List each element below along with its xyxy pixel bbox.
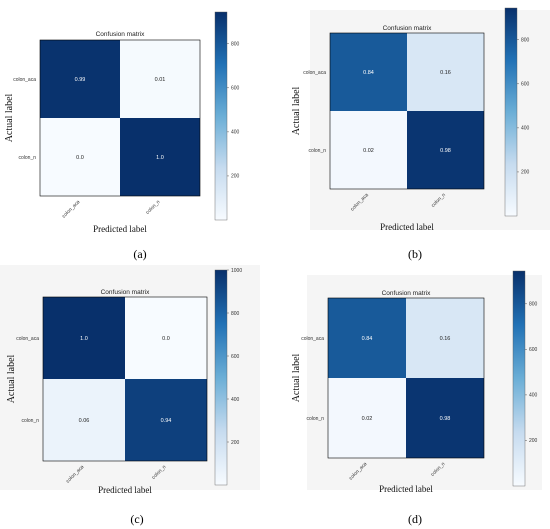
colorbar-tick-label-c-1: 400 [231,397,240,403]
y-axis-label: Actual label [291,353,302,402]
colorbar-tick-label-d-3: 800 [529,302,538,308]
colorbar-tick-label-d-2: 600 [529,347,538,353]
cell-value-a-0-1: 0.01 [155,77,166,83]
confusion-matrix-d: Confusion matrix 0.84 0.16 0.02 0.98 colon_ac… [291,270,542,494]
colorbar [214,11,228,221]
cell-c-1-1 [125,379,207,461]
cell-value-d-1-0: 0.02 [362,416,373,422]
row-tick-label-b-0: colon_aca [303,70,326,76]
confusion-matrix-c: Confusion matrix 1.0 0.0 0.06 0.94 colon_acac… [0,265,260,495]
colorbar [214,269,228,486]
colorbar-tick-label-b-1: 400 [521,126,530,132]
row-tick-label-a-1: colon_n [18,155,36,161]
col-tick-label-a-0: colon_aca [61,199,82,220]
chart-panel-b: Confusion matrix 0.84 0.16 0.02 0.98 colon_ac… [285,0,550,240]
cell-value-d-0-1: 0.16 [440,336,451,342]
chart-title: Confusion matrix [96,31,146,38]
row-tick-label-a-0: colon_aca [13,77,36,83]
matrix-frame [39,39,201,197]
cell-c-1-0 [43,379,125,461]
caption-c: (c) [130,512,144,526]
colorbar-tick-label-b-2: 600 [521,82,530,88]
cell-b-0-1 [407,33,484,111]
x-axis-label: Predicted label [380,222,434,232]
caption-b: (b) [408,247,422,261]
cell-value-d-1-1: 0.98 [440,416,451,422]
chart-title: Confusion matrix [383,25,433,32]
cell-value-a-1-1: 1.0 [156,155,164,161]
cell-a-1-0 [40,118,120,196]
row-tick-label-c-0: colon_aca [16,336,39,342]
cell-a-1-1 [120,118,200,196]
confusion-matrix-b: Confusion matrix 0.84 0.16 0.02 0.98 colon_ac… [291,7,550,232]
cell-value-c-1-0: 0.06 [79,418,90,424]
colorbar [504,7,518,217]
chart-title: Confusion matrix [101,289,151,296]
x-axis-label: Predicted label [98,485,152,495]
colorbar-tick-label-a-1: 400 [231,130,240,136]
cell-b-1-1 [407,111,484,189]
cell-value-c-1-1: 0.94 [161,418,172,424]
matrix-frame [329,32,485,190]
colorbar-tick-label-d-1: 400 [529,393,538,399]
cell-d-1-1 [406,378,484,458]
caption-d: (d) [408,512,422,526]
colorbar [512,270,526,487]
cell-d-1-0 [328,378,406,458]
y-axis-label: Actual label [4,93,15,142]
cell-value-b-0-1: 0.16 [440,70,451,76]
row-tick-label-d-1: colon_n [306,416,324,422]
cell-c-0-1 [125,297,207,379]
matrix-frame [42,296,208,462]
chart-panel-d: Confusion matrix 0.84 0.16 0.02 0.98 colon_ac… [285,265,550,495]
cell-value-a-1-0: 0.0 [76,155,84,161]
cell-value-c-0-1: 0.0 [162,336,170,342]
col-tick-label-a-1: colon_n [145,199,162,216]
colorbar-tick-label-a-0: 200 [231,174,240,180]
caption-a: (a) [133,247,147,261]
cell-d-0-0 [328,298,406,378]
cell-b-1-0 [330,111,407,189]
cell-value-b-0-0: 0.84 [363,70,374,76]
row-tick-label-b-1: colon_n [308,148,326,154]
colorbar-tick-label-c-4: 1000 [231,268,242,274]
chart-title: Confusion matrix [382,290,432,297]
row-tick-label-c-1: colon_n [21,418,39,424]
colorbar-tick-label-c-2: 600 [231,354,240,360]
x-axis-label: Predicted label [379,484,433,494]
chart-panel-a: Confusion matrix 0.99 0.01 0.0 1.0 colon_aca c… [0,0,260,240]
colorbar-tick-label-a-2: 600 [231,86,240,92]
matrix-frame [327,297,485,459]
cell-value-b-1-1: 0.98 [440,148,451,154]
cell-a-0-1 [120,40,200,118]
cell-c-0-0 [43,297,125,379]
colorbar-tick-label-b-0: 200 [521,170,530,176]
colorbar-tick-label-d-0: 200 [529,438,538,444]
colorbar-tick-label-a-3: 800 [231,42,240,48]
colorbar-tick-label-c-0: 200 [231,440,240,446]
row-tick-label-d-0: colon_aca [301,336,324,342]
y-axis-label: Actual label [6,354,17,403]
cell-value-b-1-0: 0.02 [363,148,374,154]
cell-value-a-0-0: 0.99 [75,77,86,83]
y-axis-label: Actual label [291,86,302,135]
cell-a-0-0 [40,40,120,118]
colorbar-tick-label-c-3: 800 [231,311,240,317]
cell-b-0-0 [330,33,407,111]
cell-d-0-1 [406,298,484,378]
cell-value-c-0-0: 1.0 [80,336,88,342]
cell-value-d-0-0: 0.84 [362,336,373,342]
colorbar-tick-label-b-3: 800 [521,38,530,44]
x-axis-label: Predicted label [93,224,147,234]
